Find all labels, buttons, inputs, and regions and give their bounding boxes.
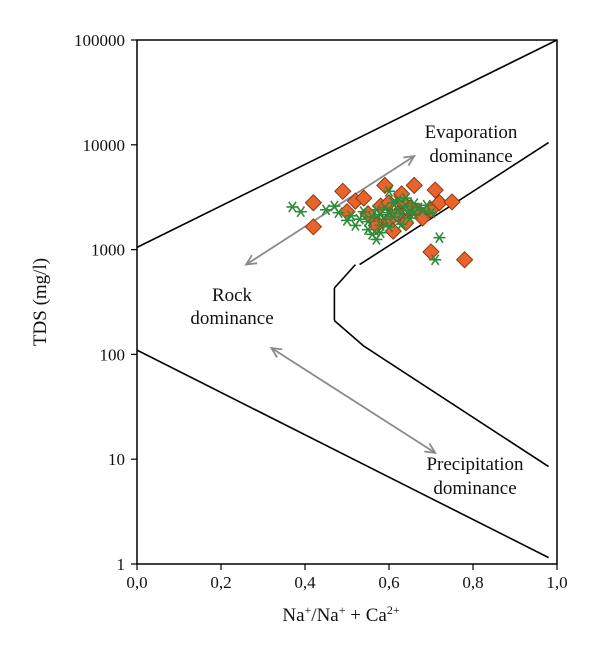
star-point [383, 221, 395, 233]
inner-upper-stub [333, 264, 356, 289]
precipitation-label-line1: Precipitation [426, 454, 524, 475]
y-tick-label: 100 [100, 345, 126, 364]
arrow-shaft [270, 347, 436, 454]
x-title-mid: /Na [311, 605, 339, 626]
star-point [391, 194, 404, 206]
diamond-point [405, 176, 423, 195]
star-point [357, 206, 370, 218]
x-title-sup3: 2+ [387, 603, 400, 617]
diamond-point [430, 194, 449, 212]
star-stroke [397, 218, 406, 230]
diamond-point [455, 251, 474, 269]
x-tick-label: 0,0 [126, 573, 147, 592]
evaporation-label-line1: Evaporation [425, 122, 518, 143]
diamond-point [426, 181, 444, 199]
star-point [383, 185, 395, 197]
x-title-plus: + Ca [346, 605, 388, 626]
y-tick-label: 10000 [83, 136, 126, 155]
star-point [408, 197, 421, 210]
star-stroke [342, 214, 352, 226]
star-stroke [376, 227, 385, 239]
arrow-head [269, 346, 283, 358]
precipitation-label-line2: dominance [433, 478, 516, 499]
star-stroke [388, 197, 398, 209]
y-tick-label: 1000 [91, 241, 125, 260]
y-tick-label: 10 [108, 450, 125, 469]
x-axis: 0,0 0,2 0,4 0,6 0,8 1,0 [126, 564, 568, 592]
plot-area [136, 39, 558, 565]
x-tick-label: 0,2 [210, 573, 231, 592]
diamond-point [304, 194, 323, 212]
star-stroke [409, 197, 419, 210]
rock-label-line1: Rock [212, 285, 253, 306]
upper-boundary [136, 39, 558, 249]
star-stroke [430, 254, 440, 266]
diamond-point [355, 189, 373, 207]
star-stroke [359, 206, 369, 218]
star-stroke [330, 200, 339, 212]
star-point [404, 212, 416, 224]
diamond-point [443, 193, 461, 211]
star-point [353, 213, 366, 225]
y-tick-label: 100000 [74, 31, 125, 50]
star-stroke [372, 204, 381, 216]
inner-lower-boundary [333, 319, 550, 468]
star-stroke [384, 221, 394, 233]
star-point [395, 218, 408, 230]
x-tick-label: 0,6 [378, 573, 399, 592]
star-stroke [426, 207, 436, 219]
star-stroke [367, 228, 377, 240]
x-axis-title: Na+/Na+ + Ca2+ [282, 603, 399, 626]
star-stroke [296, 206, 306, 218]
star-stroke [401, 192, 411, 204]
arrow-head [403, 154, 416, 166]
x-title-sup1: + [305, 603, 312, 617]
star-stroke [393, 194, 402, 206]
star-point [374, 227, 387, 239]
star-stroke [435, 232, 444, 244]
star-point [420, 199, 433, 211]
star-stroke [288, 201, 297, 213]
lower-double-arrow [269, 346, 437, 454]
star-point [429, 254, 442, 266]
arrow-head [244, 254, 258, 266]
diamond-point [304, 218, 323, 236]
y-tick-label: 1 [117, 555, 126, 574]
star-stroke [346, 210, 356, 222]
region-labels: Evaporation dominance Rock dominance Pre… [190, 122, 524, 499]
y-axis-title: TDS (mg/l) [30, 258, 51, 346]
data-points [286, 176, 474, 269]
diamond-point [334, 182, 352, 201]
star-point [399, 192, 412, 204]
arrow-head [424, 442, 437, 454]
x-tick-label: 1,0 [546, 573, 567, 592]
y-axis: 1 10 100 1000 10000 100000 [74, 31, 137, 574]
star-stroke [384, 185, 394, 197]
star-point [345, 210, 358, 222]
star-point [425, 207, 437, 219]
x-title-na: Na [282, 605, 305, 626]
x-tick-label: 0,8 [462, 573, 483, 592]
evaporation-label-line2: dominance [429, 146, 512, 167]
lower-boundary [136, 349, 549, 559]
star-point [332, 207, 345, 219]
x-title-sup2: + [339, 603, 346, 617]
plot-frame [136, 39, 558, 565]
star-stroke [380, 202, 390, 214]
star-stroke [405, 212, 415, 224]
x-tick-label: 0,4 [294, 573, 316, 592]
star-point [341, 214, 353, 226]
rock-label-line2: dominance [190, 308, 273, 329]
star-stroke [422, 199, 432, 211]
star-point [286, 201, 299, 213]
star-stroke [334, 207, 343, 219]
diamond-point [376, 176, 394, 195]
star-point [433, 232, 446, 244]
star-stroke [355, 213, 364, 225]
star-point [294, 206, 307, 218]
